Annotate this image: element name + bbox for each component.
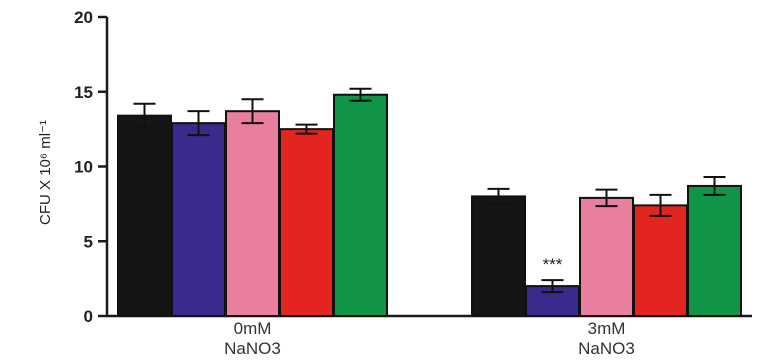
bar-series-5-group-2	[687, 184, 742, 317]
error-bars	[133, 87, 726, 294]
y-tick-label: 0	[84, 307, 93, 326]
significance-annotation: ***	[543, 255, 563, 274]
x-category-label: NaNO3	[224, 339, 281, 358]
y-tick-label: 10	[74, 158, 93, 177]
bar-series-3-group-1	[225, 110, 280, 317]
bar-series-1-group-2	[471, 195, 526, 317]
x-category-label: 3mM	[588, 319, 626, 338]
y-tick-label: 5	[84, 232, 93, 251]
bar-series-4-group-2	[633, 204, 688, 317]
y-axis-label: CFU X 10⁶ ml⁻¹	[37, 120, 54, 225]
y-tick-label: 15	[74, 83, 93, 102]
y-tick-label: 20	[74, 8, 93, 27]
bar-series-3-group-2	[579, 196, 634, 318]
bar-series-1-group-1	[117, 114, 172, 317]
bar-series-4-group-1	[279, 128, 334, 317]
bar-series-5-group-1	[333, 93, 388, 317]
x-category-label: 0mM	[234, 319, 272, 338]
bar-series-2-group-1	[171, 122, 226, 317]
bars	[117, 93, 742, 318]
x-category-label: NaNO3	[578, 339, 635, 358]
